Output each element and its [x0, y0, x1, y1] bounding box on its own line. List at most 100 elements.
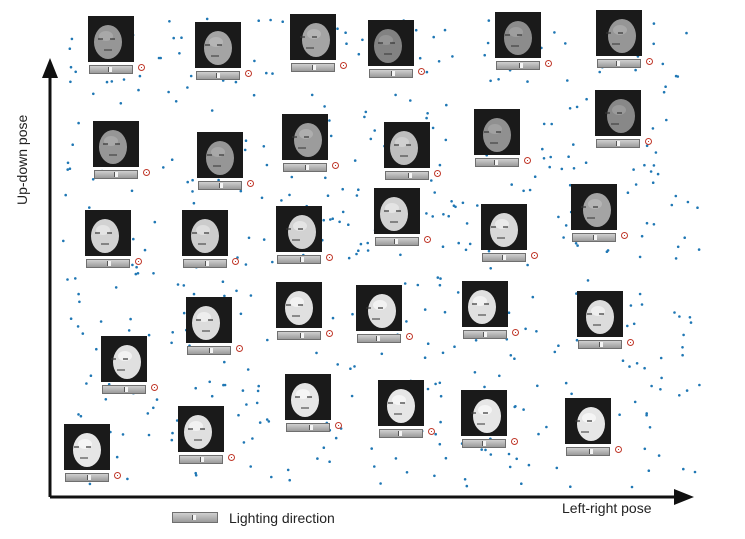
embedding-point — [271, 72, 274, 75]
embedding-point — [191, 190, 194, 193]
embedding-point — [175, 419, 179, 422]
embedding-point — [645, 413, 648, 417]
embedding-point — [508, 465, 512, 469]
face-thumbnail — [571, 184, 617, 230]
embedding-point — [524, 327, 527, 331]
embedding-point — [696, 206, 699, 209]
embedding-point — [650, 384, 653, 388]
embedding-point — [121, 433, 125, 436]
slider-knob — [309, 425, 313, 430]
embedding-point — [69, 80, 72, 84]
embedding-point — [357, 249, 360, 252]
embedding-point — [513, 357, 516, 361]
face-thumbnail — [88, 16, 134, 62]
embedding-point — [465, 222, 469, 225]
embedding-point — [135, 265, 138, 269]
face-thumbnail — [285, 374, 331, 420]
embedding-point — [114, 286, 118, 289]
embedding-point — [659, 388, 662, 391]
embedding-point — [89, 374, 93, 378]
embedding-point — [634, 68, 637, 72]
embedding-point — [682, 467, 685, 471]
slider-knob — [616, 141, 620, 146]
embedding-point — [403, 282, 407, 285]
embedding-point — [628, 365, 631, 368]
embedding-point — [522, 189, 525, 193]
embedding-point — [357, 188, 360, 191]
embedding-point — [452, 204, 456, 207]
lighting-direction-marker — [335, 422, 342, 429]
slider-knob — [300, 333, 304, 338]
embedding-point — [659, 356, 663, 360]
embedding-point — [242, 441, 246, 444]
lighting-slider — [385, 171, 429, 180]
embedding-point — [182, 311, 186, 315]
lighting-direction-marker — [326, 254, 333, 261]
embedding-point — [91, 178, 95, 181]
lighting-direction-marker — [418, 68, 425, 75]
slider-knob — [205, 261, 209, 266]
embedding-point — [557, 215, 560, 219]
embedding-point — [132, 237, 135, 241]
embedding-point — [681, 346, 684, 349]
embedding-point — [186, 86, 189, 89]
embedding-point — [366, 241, 370, 245]
embedding-point — [347, 223, 350, 226]
lighting-direction-marker — [114, 472, 121, 479]
embedding-point — [652, 22, 656, 25]
embedding-point — [171, 431, 174, 435]
embedding-point — [269, 18, 272, 22]
lighting-slider — [283, 163, 327, 172]
lighting-direction-marker — [326, 330, 333, 337]
embedding-point — [568, 183, 572, 187]
lighting-direction-marker — [236, 345, 243, 352]
embedding-point — [237, 413, 240, 417]
slider-knob — [114, 172, 118, 177]
embedding-point — [678, 394, 681, 397]
embedding-point — [359, 242, 363, 246]
embedding-point — [439, 277, 442, 280]
lighting-direction-marker — [645, 138, 652, 145]
embedding-point — [682, 333, 685, 337]
embedding-point — [453, 345, 456, 349]
embedding-point — [451, 55, 454, 58]
axes — [42, 58, 694, 505]
embedding-point — [483, 385, 486, 389]
embedding-point — [443, 28, 447, 32]
embedding-point — [438, 163, 442, 167]
embedding-point — [349, 367, 352, 371]
legend-label: Lighting direction — [229, 510, 335, 526]
embedding-point — [170, 438, 174, 442]
embedding-point — [572, 143, 575, 146]
lighting-direction-marker — [615, 446, 622, 453]
embedding-point — [262, 238, 266, 241]
embedding-point — [182, 284, 186, 287]
embedding-point — [576, 244, 579, 247]
embedding-point — [432, 35, 436, 39]
embedding-point — [81, 332, 85, 335]
embedding-point — [241, 389, 245, 392]
embedding-point — [153, 220, 157, 224]
embedding-point — [157, 56, 161, 60]
embedding-point — [465, 484, 469, 488]
embedding-point — [463, 478, 467, 481]
slider-knob — [192, 515, 196, 520]
lighting-slider — [462, 439, 506, 448]
embedding-point — [247, 236, 251, 240]
embedding-point — [257, 19, 261, 23]
embedding-point — [322, 218, 326, 222]
lighting-slider — [291, 63, 335, 72]
face-thumbnail — [182, 210, 228, 256]
face-thumbnail — [384, 122, 430, 168]
embedding-point — [364, 110, 368, 114]
embedding-point — [363, 115, 366, 119]
embedding-point — [555, 466, 559, 470]
lighting-slider — [379, 429, 423, 438]
embedding-point — [328, 460, 331, 464]
lighting-slider — [277, 255, 321, 264]
embedding-point — [626, 191, 630, 194]
lighting-slider — [94, 170, 138, 179]
embedding-point — [255, 401, 259, 405]
